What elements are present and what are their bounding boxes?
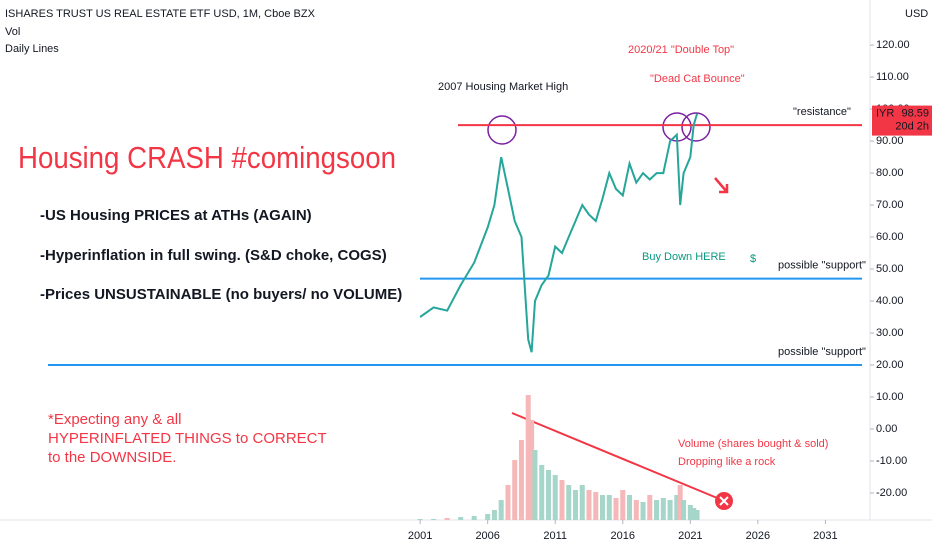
volume-bar [681, 500, 687, 520]
y-tick-label: 10.00 [876, 391, 904, 403]
volume-bar [660, 498, 666, 520]
volume-bar [647, 495, 653, 520]
volume-bar [444, 518, 450, 520]
volume-bar [491, 510, 497, 520]
volume-bar [620, 490, 626, 520]
trend-line [511, 412, 723, 501]
x-tick-label: 2016 [611, 530, 635, 542]
volume-bar [600, 495, 606, 520]
volume-bar [458, 517, 464, 520]
y-tick-label: 120.00 [876, 39, 910, 51]
volume-bar [559, 480, 565, 520]
volume-bar [586, 490, 592, 520]
volume-bar [552, 475, 558, 520]
volume-bar [674, 495, 680, 520]
price-line [419, 113, 699, 353]
volume-bar [525, 395, 531, 520]
volume-bar [613, 498, 619, 520]
price-tag-symbol: IYR [876, 107, 894, 119]
price-tag-value: 98.59 [901, 107, 929, 119]
y-tick-label: 20.00 [876, 359, 904, 371]
volume-bar [417, 519, 423, 520]
annotation: Dropping like a rock [678, 456, 776, 468]
y-tick-label: 0.00 [876, 423, 897, 435]
annotation: HYPERINFLATED THINGS to CORRECT [48, 430, 327, 447]
y-tick-label: 60.00 [876, 231, 904, 243]
indicator: Daily Lines [5, 43, 59, 55]
volume-bar [640, 502, 646, 520]
annotation: *Expecting any & all [48, 411, 181, 428]
annotation: -Prices UNSUSTAINABLE (no buyers/ no VOL… [40, 286, 402, 303]
volume-bar [593, 492, 599, 520]
highlight-circle [681, 112, 711, 142]
y-tick-label: 110.00 [876, 71, 909, 83]
currency: USD [905, 8, 928, 20]
volume-bar [532, 450, 538, 520]
volume-bar [512, 460, 518, 520]
level-label: possible "support" [778, 260, 866, 272]
volume-bar [627, 495, 633, 520]
volume-bar [529, 420, 535, 520]
annotation: $ [750, 253, 756, 265]
annotation: "Dead Cat Bounce" [650, 73, 745, 85]
down-arrow [714, 177, 729, 194]
annotation: Buy Down HERE [642, 251, 726, 263]
volume-bar [667, 500, 673, 520]
y-tick-label: 30.00 [876, 327, 904, 339]
volume-bar [677, 485, 683, 520]
annotation: to the DOWNSIDE. [48, 449, 176, 466]
volume-bar [505, 485, 511, 520]
y-tick-label: 70.00 [876, 199, 904, 211]
annotation: 2020/21 "Double Top" [628, 44, 734, 56]
x-tick-label: 2026 [746, 530, 770, 542]
volume-bar [687, 505, 693, 520]
chart-title: ISHARES TRUST US REAL ESTATE ETF USD, 1M… [5, 8, 316, 20]
y-tick-label: 90.00 [876, 135, 904, 147]
volume-bar [539, 465, 545, 520]
y-tick-label: -20.00 [876, 487, 907, 499]
volume-bar [691, 508, 697, 520]
y-tick-label: -10.00 [876, 455, 907, 467]
volume-bar [485, 514, 491, 520]
x-tick-label: 2006 [475, 530, 499, 542]
volume-bar [572, 490, 578, 520]
volume-bar [694, 510, 700, 520]
volume-bar [471, 516, 477, 520]
volume-bar [633, 500, 639, 520]
volume-bar [566, 485, 572, 520]
headline: Housing CRASH #comingsoon [18, 140, 396, 175]
level-label: "resistance" [793, 106, 851, 118]
annotation: -US Housing PRICES at ATHs (AGAIN) [40, 207, 312, 224]
x-tick-label: 2011 [543, 530, 567, 542]
x-tick-label: 2031 [813, 530, 837, 542]
x-tick-label: 2021 [678, 530, 702, 542]
price-tag-countdown: 20d 2h [895, 120, 929, 132]
x-tick-label: 2001 [408, 530, 432, 542]
volume-bar [545, 470, 551, 520]
level-label: possible "support" [778, 346, 866, 358]
y-tick-label: 80.00 [876, 167, 904, 179]
y-tick-label: 50.00 [876, 263, 904, 275]
volume-bar [606, 495, 612, 520]
volume-bar [654, 500, 660, 520]
highlight-circle [487, 115, 517, 145]
annotation: 2007 Housing Market High [438, 81, 568, 93]
annotation: -Hyperinflation in full swing. (S&D chok… [40, 247, 387, 264]
price-tag [872, 105, 932, 136]
annotation: Volume (shares bought & sold) [678, 438, 828, 450]
volume-bar [579, 485, 585, 520]
y-tick-label: 40.00 [876, 295, 904, 307]
volume-bar [431, 519, 437, 520]
volume-bar [498, 500, 504, 520]
cross-icon [719, 496, 729, 506]
volume-bar [518, 440, 524, 520]
indicator: Vol [5, 26, 20, 38]
